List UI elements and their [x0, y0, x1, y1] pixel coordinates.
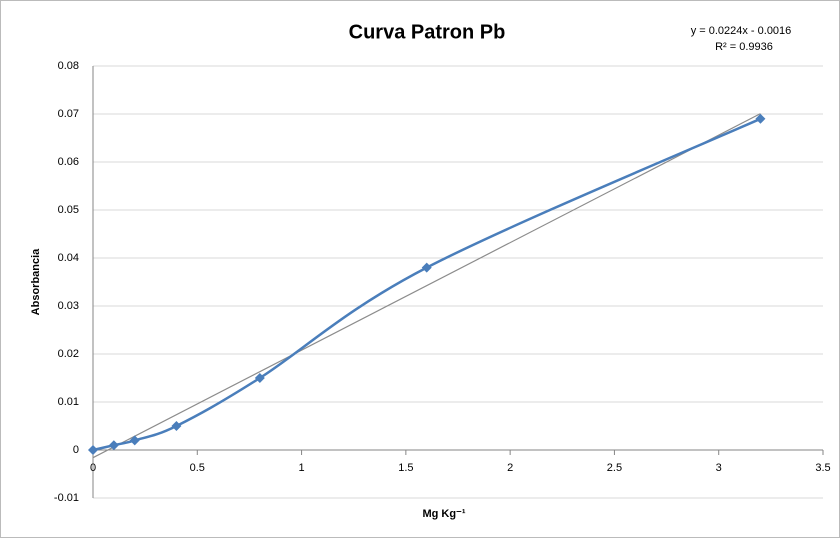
x-tick-label: 0.5 — [190, 462, 205, 474]
r-squared: R² = 0.9936 — [715, 41, 773, 53]
chart-title: Curva Patron Pb — [349, 21, 506, 43]
x-tick-label: 2.5 — [607, 462, 622, 474]
y-tick-label: 0.01 — [58, 396, 79, 408]
y-tick-label: 0.03 — [58, 300, 79, 312]
y-tick-label: 0.08 — [58, 60, 79, 72]
data-point — [254, 373, 265, 383]
y-tick-label: 0 — [73, 444, 79, 456]
series-line — [92, 117, 761, 452]
x-tick-label: 2 — [507, 462, 513, 474]
data-point — [129, 435, 140, 446]
y-tick-label: -0.01 — [54, 492, 79, 504]
trendline-equation: y = 0.0224x - 0.0016 — [691, 25, 792, 37]
x-axis-label: Mg Kg⁻¹ — [422, 508, 465, 520]
x-tick-label: 0 — [90, 462, 96, 474]
data-point — [421, 262, 432, 273]
y-tick-label: 0.07 — [58, 108, 79, 120]
y-tick-label: 0.04 — [58, 252, 79, 264]
x-tick-label: 1 — [299, 462, 305, 474]
data-point — [88, 445, 98, 455]
y-tick-label: 0.06 — [58, 156, 79, 168]
y-tick-label: 0.02 — [58, 348, 79, 360]
data-point — [171, 421, 182, 431]
x-tick-label: 3.5 — [815, 462, 830, 474]
trendline — [92, 113, 761, 459]
y-tick-label: 0.05 — [58, 204, 79, 216]
x-tick-label: 3 — [716, 462, 722, 474]
data-point — [755, 113, 766, 124]
y-axis-label: Absorbancia — [30, 248, 42, 316]
data-point — [108, 440, 119, 451]
x-tick-label: 1.5 — [398, 462, 413, 474]
